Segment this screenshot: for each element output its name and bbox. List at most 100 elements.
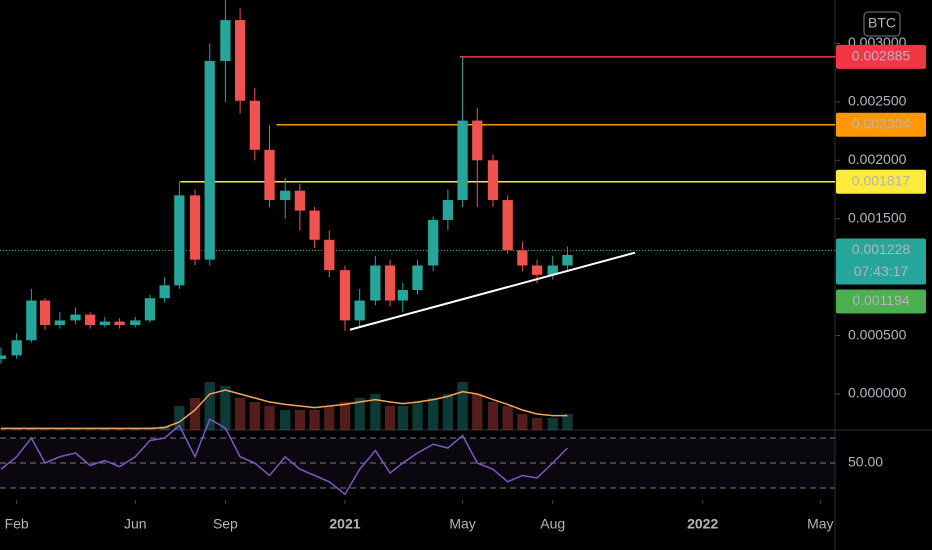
candle-body [189,195,201,260]
candle-body [264,149,275,201]
candle-body [354,300,365,321]
candle-body [130,320,141,326]
level-label-text: 0.002885 [852,48,911,64]
candle-body [384,265,396,301]
volume-bar [264,406,275,430]
volume-bar [309,410,320,430]
y-tick-label: 0.001500 [848,209,907,225]
candle-body [220,20,231,61]
volume-bar [339,402,351,430]
volume-bar [11,428,22,430]
volume-bar [324,406,335,430]
candle-body [70,314,81,321]
volume-bar [531,418,543,430]
candle-body [428,219,439,266]
candle-body [502,200,513,251]
volume-ma-line [0,389,568,430]
x-tick-label: Feb [5,516,29,532]
candle-body [144,298,156,321]
volume-bar [384,406,396,430]
volume-bar [54,428,65,430]
candle-body [234,20,246,101]
candle-body [174,195,185,286]
x-tick-label: May [807,516,833,532]
volume-bar [85,428,96,430]
volume-bar [517,414,528,430]
level-label-box [836,44,926,69]
rsi-tick-label: 50.00 [848,454,883,470]
volume-bar [174,406,185,430]
volume-bar [234,398,246,430]
currency-badge [863,11,901,37]
candle-body [547,265,558,275]
volume-bar [562,414,573,430]
volume-bar [412,402,423,430]
currency-text: BTC [868,15,896,31]
candle-body [294,190,306,211]
volume-bar [294,410,306,430]
candle-body [412,265,423,291]
volume-bar [502,406,513,430]
candle-body [0,355,7,359]
x-tick-label: Sep [213,516,238,532]
y-tick-label: 0.000000 [848,385,907,401]
volume-bar [370,394,381,430]
candle-body [309,210,320,240]
x-tick-label: 2022 [687,516,718,532]
volume-bar [204,382,215,430]
candle-body [114,321,125,326]
volume-bar [220,386,231,430]
volume-bar [442,394,454,430]
level-label-box [836,112,926,137]
candle-body [54,320,65,326]
x-tick-label: Jun [124,516,147,532]
volume-bar [114,428,125,430]
candle-body [517,250,528,266]
last-price-label-text: 0.001228 [852,241,911,257]
candle-body [99,321,111,326]
candle-body [442,200,454,220]
candle-body [397,290,408,301]
volume-bar [0,428,7,430]
x-tick-label: 2021 [329,516,360,532]
candle-body [159,285,170,299]
candle-body [249,100,260,150]
x-tick-label: Aug [540,516,565,532]
volume-bar [487,402,499,430]
candle-body [457,120,468,201]
candle-body [531,265,543,275]
volume-bar [130,428,141,430]
y-tick-label: 0.002000 [848,151,907,167]
last-price-label-box [836,238,926,285]
rsi-line [0,418,568,496]
y-tick-label: 0.002500 [848,93,907,109]
candle-body [11,340,22,356]
volume-bar [547,418,558,430]
candle-body [370,265,381,301]
volume-bar [249,402,260,430]
volume-bar [39,428,51,430]
candle-body [339,270,351,321]
trendline [349,251,636,331]
candle-body [26,300,37,341]
candle-body [562,254,573,266]
candle-body [39,300,51,326]
candle-body [204,60,215,260]
volume-bar [354,398,365,430]
low-label-text: 0.001194 [852,292,910,308]
level-label-text: 0.001817 [852,172,911,188]
level-label-box [836,169,926,194]
volume-bar [70,428,81,430]
low-label-box [836,289,926,314]
candle-body [280,190,291,201]
volume-bar [99,428,111,430]
volume-bar [280,410,291,430]
level-label-text: 0.002304 [852,115,911,131]
volume-bar [472,394,483,430]
candle-body [487,160,499,201]
candle-body [324,239,335,271]
volume-bar [189,398,201,430]
candle-body [85,314,96,326]
